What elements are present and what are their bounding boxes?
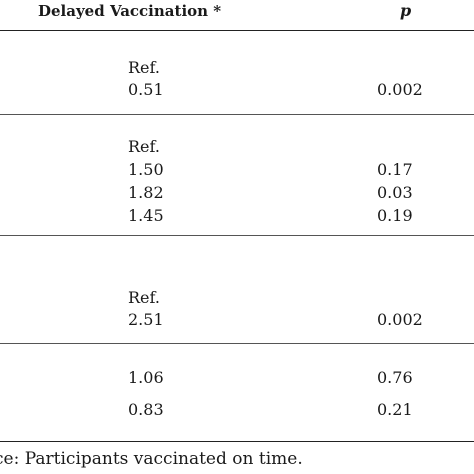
table-cell-estimate: 2.51 xyxy=(128,310,164,329)
table-cell-estimate: 1.50 xyxy=(128,160,164,179)
group-divider xyxy=(0,343,474,344)
table-cell-estimate: 0.83 xyxy=(128,400,164,419)
table-cell-estimate: 1.82 xyxy=(128,183,164,202)
header-rule xyxy=(0,30,474,31)
table-footnote: ce: Participants vaccinated on time. xyxy=(0,449,303,469)
table-cell-estimate: 1.45 xyxy=(128,206,164,225)
table-cell-estimate: Ref. xyxy=(128,288,160,307)
table-cell-p: 0.21 xyxy=(377,400,413,419)
table-cell-estimate: 1.06 xyxy=(128,368,164,387)
table-bottom-rule xyxy=(0,441,474,442)
table-cell-estimate: 0.51 xyxy=(128,80,164,99)
table-cell-estimate: Ref. xyxy=(128,137,160,156)
table-cell-estimate: Ref. xyxy=(128,58,160,77)
table-cell-p: 0.17 xyxy=(377,160,413,179)
group-divider xyxy=(0,114,474,115)
table-cell-p: 0.76 xyxy=(377,368,413,387)
table-cell-p: 0.19 xyxy=(377,206,413,225)
table-cell-p: 0.002 xyxy=(377,310,423,329)
table-cell-p: 0.002 xyxy=(377,80,423,99)
table-cell-p: 0.03 xyxy=(377,183,413,202)
header-p-value: p xyxy=(400,1,412,20)
header-delayed-vaccination: Delayed Vaccination * xyxy=(38,2,222,20)
group-divider xyxy=(0,235,474,236)
